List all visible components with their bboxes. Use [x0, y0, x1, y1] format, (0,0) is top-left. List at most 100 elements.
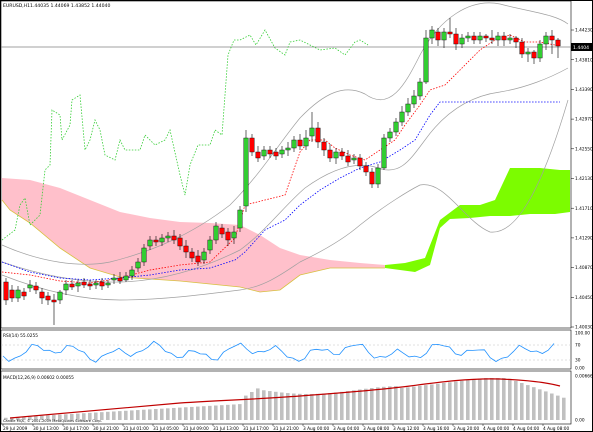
candle[interactable]: [33, 282, 39, 294]
candle[interactable]: [381, 134, 387, 170]
candle[interactable]: [243, 130, 249, 212]
candle[interactable]: [387, 128, 393, 142]
candle[interactable]: [447, 18, 453, 38]
candle[interactable]: [531, 50, 537, 64]
candle[interactable]: [537, 40, 543, 62]
candle[interactable]: [135, 258, 141, 272]
candle[interactable]: [237, 206, 243, 232]
candle[interactable]: [483, 34, 489, 42]
candle[interactable]: [255, 146, 261, 162]
candle[interactable]: [123, 272, 129, 282]
candle[interactable]: [273, 148, 279, 160]
candle[interactable]: [201, 248, 207, 264]
candle[interactable]: [69, 280, 75, 290]
candle[interactable]: [543, 32, 549, 50]
candle[interactable]: [147, 236, 153, 250]
candle[interactable]: [111, 274, 117, 284]
candle[interactable]: [261, 146, 267, 160]
candle[interactable]: [555, 38, 561, 58]
candle[interactable]: [405, 98, 411, 116]
candle[interactable]: [435, 28, 441, 46]
candle[interactable]: [249, 134, 255, 156]
candle[interactable]: [441, 28, 447, 48]
candle[interactable]: [549, 30, 555, 54]
candle[interactable]: [117, 272, 123, 284]
candle[interactable]: [357, 154, 363, 170]
candle[interactable]: [225, 228, 231, 246]
candle[interactable]: [399, 106, 405, 126]
candle[interactable]: [165, 232, 171, 242]
candle[interactable]: [291, 136, 297, 152]
candle[interactable]: [9, 285, 15, 302]
candle[interactable]: [21, 288, 27, 300]
candle[interactable]: [99, 278, 105, 290]
candle[interactable]: [267, 146, 273, 158]
candle[interactable]: [81, 278, 87, 288]
candle[interactable]: [141, 244, 147, 266]
candle[interactable]: [417, 78, 423, 100]
candle[interactable]: [327, 144, 333, 162]
candle[interactable]: [159, 234, 165, 246]
candle[interactable]: [297, 134, 303, 150]
candle[interactable]: [345, 150, 351, 166]
candle[interactable]: [333, 148, 339, 164]
candle[interactable]: [207, 236, 213, 254]
candle[interactable]: [51, 294, 57, 325]
rsi-axis: 100.00 70 30 0.00: [575, 331, 590, 372]
candle[interactable]: [171, 230, 177, 244]
candle[interactable]: [339, 148, 345, 160]
candle[interactable]: [369, 168, 375, 188]
candle[interactable]: [27, 280, 33, 292]
candle[interactable]: [525, 48, 531, 62]
candle[interactable]: [213, 222, 219, 244]
candle[interactable]: [195, 250, 201, 266]
candle[interactable]: [231, 226, 237, 244]
candle[interactable]: [501, 32, 507, 46]
candle[interactable]: [183, 240, 189, 258]
price-tick-label: 1.41710: [575, 206, 593, 212]
candle[interactable]: [57, 290, 63, 304]
candle[interactable]: [219, 224, 225, 238]
rsi-pane[interactable]: [0, 329, 572, 370]
candle[interactable]: [303, 130, 309, 150]
candle[interactable]: [63, 280, 69, 295]
candle[interactable]: [309, 112, 315, 142]
candle[interactable]: [189, 248, 195, 262]
candle[interactable]: [393, 118, 399, 136]
candle[interactable]: [39, 288, 45, 304]
candle[interactable]: [513, 36, 519, 48]
macd-hist-bar: [226, 404, 230, 420]
candle[interactable]: [507, 34, 513, 44]
candle[interactable]: [495, 32, 501, 46]
candle[interactable]: [45, 292, 51, 305]
candle[interactable]: [411, 90, 417, 108]
candle[interactable]: [279, 146, 285, 158]
candle[interactable]: [177, 234, 183, 250]
candle[interactable]: [519, 38, 525, 58]
candle[interactable]: [477, 32, 483, 44]
candle[interactable]: [351, 154, 357, 164]
candle[interactable]: [459, 34, 465, 48]
candle[interactable]: [93, 280, 99, 289]
candlestick-series[interactable]: [3, 18, 561, 325]
candle[interactable]: [375, 164, 381, 188]
candle[interactable]: [429, 26, 435, 44]
candle[interactable]: [471, 32, 477, 44]
candle[interactable]: [489, 30, 495, 44]
candle[interactable]: [321, 138, 327, 156]
candle[interactable]: [153, 236, 159, 246]
candle[interactable]: [75, 280, 81, 292]
candle[interactable]: [105, 280, 111, 288]
candle[interactable]: [87, 280, 93, 290]
candle[interactable]: [465, 32, 471, 42]
candle[interactable]: [423, 30, 429, 84]
candle[interactable]: [315, 122, 321, 148]
candle[interactable]: [15, 286, 21, 302]
macd-hist-bar: [346, 391, 350, 420]
candle[interactable]: [285, 142, 291, 156]
candle[interactable]: [453, 28, 459, 50]
candle[interactable]: [363, 162, 369, 176]
candle[interactable]: [3, 278, 9, 305]
candle[interactable]: [129, 266, 135, 280]
